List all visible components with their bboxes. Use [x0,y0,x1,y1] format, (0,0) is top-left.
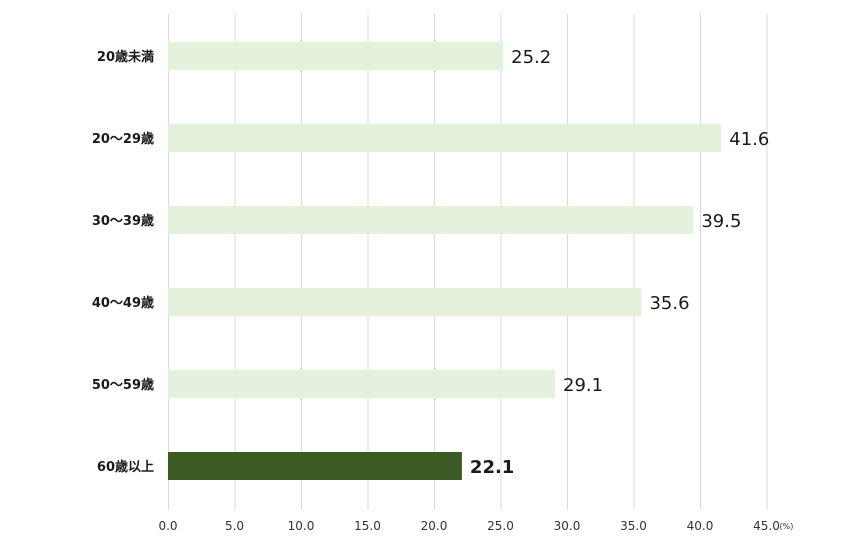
category-labels: 20歳未満 20〜29歳 30〜39歳 40〜49歳 50〜59歳 60歳以上 [92,49,154,475]
bar-5 [168,452,462,480]
category-label-5: 60歳以上 [97,459,154,475]
value-label-3: 35.6 [649,293,689,314]
x-tick-label-2: 10.0 [288,519,315,533]
x-tick-label-7: 35.0 [620,519,647,533]
x-tick-label-6: 30.0 [554,519,581,533]
x-tick-label-8: 40.0 [687,519,714,533]
bar-3 [168,288,642,316]
value-label-5: 22.1 [470,457,514,478]
x-axis-ticks: 0.0 5.0 10.0 15.0 20.0 25.0 30.0 35.0 40.0 45.0 [158,519,779,533]
bar-0 [168,42,504,70]
grid-lines [168,14,768,510]
x-axis-unit: (%) [780,522,794,531]
x-tick-label-5: 25.0 [487,519,514,533]
x-tick-label-0: 0.0 [158,519,177,533]
category-label-2: 30〜39歳 [92,213,154,229]
category-label-1: 20〜29歳 [92,131,154,147]
x-tick-label-1: 5.0 [225,519,244,533]
x-tick-label-3: 15.0 [354,519,381,533]
category-label-0: 20歳未満 [97,49,154,65]
bar-1 [168,124,722,152]
bar-2 [168,206,694,234]
bar-4 [168,370,556,398]
value-label-2: 39.5 [701,211,741,232]
category-label-3: 40〜49歳 [92,295,154,311]
value-label-0: 25.2 [511,47,551,68]
category-label-4: 50〜59歳 [92,377,154,393]
x-tick-label-4: 20.0 [421,519,448,533]
value-label-1: 41.6 [729,129,769,150]
x-tick-label-9: 45.0 [753,519,780,533]
value-label-4: 29.1 [563,375,603,396]
value-labels: 25.2 41.6 39.5 35.6 29.1 22.1 [470,47,769,478]
bars [168,42,722,480]
